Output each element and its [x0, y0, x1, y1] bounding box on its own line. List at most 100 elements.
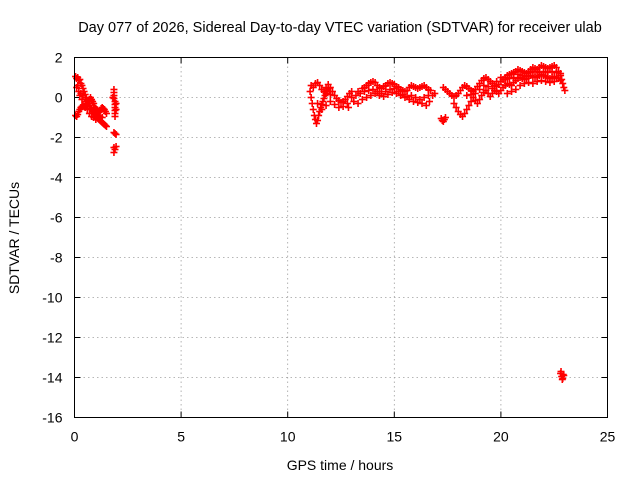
data-point — [493, 78, 501, 85]
data-point — [386, 86, 394, 93]
data-point — [548, 68, 556, 75]
data-point — [557, 70, 565, 77]
data-point — [309, 106, 317, 113]
data-point — [416, 96, 424, 103]
data-point — [427, 87, 435, 94]
data-point — [318, 106, 326, 113]
y-tick-label: -16 — [42, 410, 62, 426]
data-point — [358, 96, 366, 103]
data-point — [111, 113, 119, 120]
data-point — [463, 106, 471, 113]
data-point — [552, 69, 560, 76]
data-point — [112, 106, 120, 113]
data-point — [390, 85, 398, 92]
data-point — [331, 101, 339, 108]
data-point — [473, 100, 481, 107]
data-point — [335, 104, 343, 111]
data-point — [407, 92, 415, 99]
data-point — [422, 102, 430, 109]
data-point — [92, 116, 100, 123]
data-point — [339, 103, 347, 110]
data-point — [316, 82, 324, 89]
data-point — [484, 83, 492, 90]
data-point — [488, 85, 496, 92]
data-point — [326, 98, 334, 105]
data-point — [326, 84, 334, 91]
y-tick-label: -14 — [42, 370, 62, 386]
data-point — [344, 104, 352, 111]
data-point — [356, 90, 364, 97]
x-tick-label: 20 — [493, 429, 509, 445]
data-point — [527, 69, 535, 76]
data-point — [558, 76, 566, 83]
axis-ticks — [74, 57, 608, 418]
data-point — [531, 68, 539, 75]
y-tick-labels: 2 0 -2 -4 -6 -8 -10 -12 -14 -16 — [42, 50, 62, 426]
data-point — [425, 98, 433, 105]
data-point — [476, 96, 484, 103]
data-point — [467, 98, 475, 105]
x-tick-label: 25 — [600, 429, 616, 445]
x-axis-title: GPS time / hours — [287, 457, 394, 473]
data-point — [525, 79, 533, 86]
data-point — [461, 110, 469, 117]
data-point — [420, 94, 428, 101]
data-point — [522, 73, 530, 80]
chart-title: Day 077 of 2026, Sidereal Day-to-day VTE… — [78, 20, 602, 36]
data-point — [373, 88, 381, 95]
y-tick-label: -10 — [42, 290, 62, 306]
data-point — [352, 92, 360, 99]
data-point — [510, 74, 518, 81]
data-point — [403, 93, 411, 100]
data-point — [102, 123, 110, 130]
data-point — [557, 77, 565, 84]
data-point — [514, 71, 522, 78]
data-point — [348, 88, 356, 95]
data-point — [83, 106, 91, 113]
data-point — [367, 92, 375, 99]
data-point — [98, 114, 106, 121]
data-point — [111, 130, 119, 137]
data-point — [320, 88, 328, 95]
data-point — [101, 122, 109, 129]
data-point — [309, 84, 317, 91]
data-point — [546, 79, 554, 86]
data-point — [81, 98, 89, 105]
data-point — [520, 80, 528, 87]
data-point — [307, 94, 315, 101]
x-tick-label: 0 — [71, 429, 79, 445]
x-tick-labels: 0 5 10 15 20 25 — [71, 429, 616, 445]
y-tick-label: 2 — [55, 50, 63, 66]
data-point — [476, 86, 484, 93]
data-point — [533, 78, 541, 85]
data-point — [112, 131, 120, 138]
data-point — [559, 371, 567, 378]
y-tick-label: -4 — [50, 170, 63, 186]
data-point — [503, 90, 511, 97]
data-point — [328, 88, 336, 95]
data-point — [518, 72, 526, 79]
data-point — [395, 88, 403, 95]
y-tick-label: -2 — [50, 130, 63, 146]
y-tick-label: -12 — [42, 330, 62, 346]
y-axis-title: SDTVAR / TECUs — [6, 182, 22, 294]
data-point — [365, 87, 373, 94]
x-tick-label: 10 — [280, 429, 296, 445]
data-point — [535, 69, 543, 76]
data-point — [112, 143, 120, 150]
y-tick-label: -8 — [50, 250, 63, 266]
data-point — [343, 100, 351, 107]
data-point — [561, 87, 569, 94]
data-point — [540, 68, 548, 75]
data-point — [409, 98, 417, 105]
data-point — [79, 92, 87, 99]
plot-frame — [74, 57, 608, 418]
data-point — [74, 82, 82, 89]
data-point — [360, 88, 368, 95]
data-point — [90, 100, 98, 107]
data-point — [441, 114, 449, 121]
data-point — [350, 98, 358, 105]
data-point — [508, 88, 516, 95]
data-point — [363, 94, 371, 101]
data-point — [537, 77, 545, 84]
